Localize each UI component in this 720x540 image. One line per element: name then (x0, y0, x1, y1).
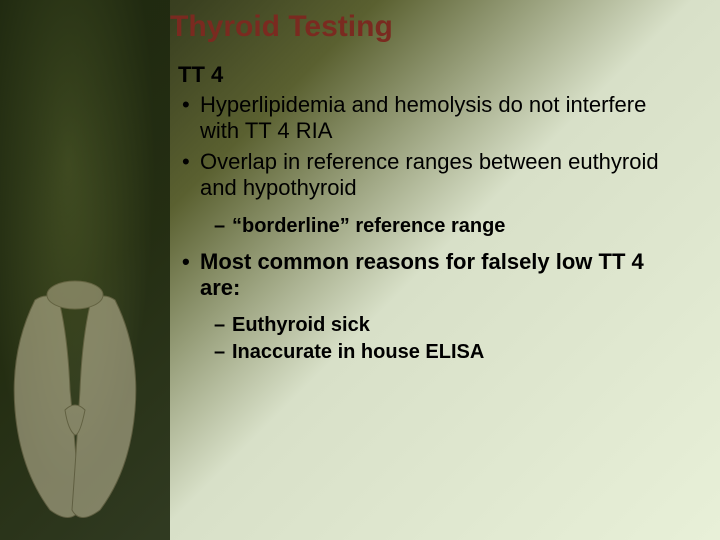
bullet-sub-item: Inaccurate in house ELISA (214, 340, 680, 365)
bullet-item: Most common reasons for falsely low TT 4… (178, 249, 680, 302)
slide: Thyroid Testing TT 4 Hyperlipidemia and … (0, 0, 720, 540)
sidebar-decorative-image (0, 0, 170, 540)
bullet-sub-item: “borderline” reference range (214, 214, 680, 239)
slide-title: Thyroid Testing (170, 10, 680, 44)
thyroid-anatomy-icon (0, 260, 170, 540)
slide-subheading: TT 4 (178, 62, 680, 88)
slide-content: Thyroid Testing TT 4 Hyperlipidemia and … (170, 10, 700, 367)
bullet-item: Overlap in reference ranges between euth… (178, 149, 680, 202)
bullet-item: Hyperlipidemia and hemolysis do not inte… (178, 92, 680, 145)
bullet-sub-item: Euthyroid sick (214, 313, 680, 338)
